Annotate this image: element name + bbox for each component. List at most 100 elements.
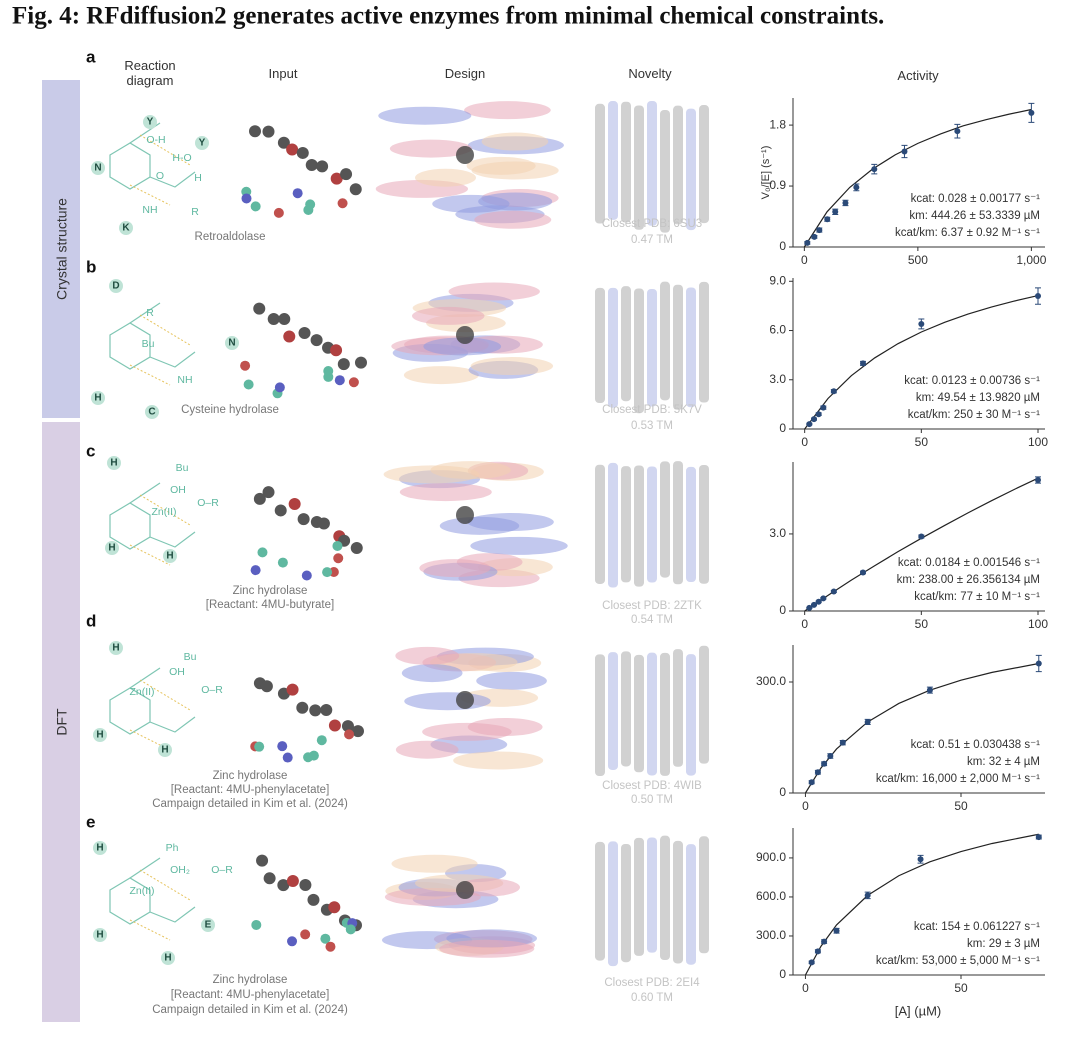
residue-marker xyxy=(158,743,172,757)
data-point xyxy=(901,148,908,155)
diagram-label: O–R xyxy=(211,864,233,876)
y-tick-label: 3.0 xyxy=(769,372,786,386)
design-helix xyxy=(432,194,510,213)
x-tick-label: 500 xyxy=(908,253,928,267)
novelty-helix xyxy=(660,461,670,578)
fit-curve xyxy=(804,294,1039,430)
diagram-label: Bu xyxy=(176,462,189,474)
data-point xyxy=(1035,834,1042,841)
data-point xyxy=(1028,109,1035,116)
novelty-helix xyxy=(621,466,631,583)
fit-curve xyxy=(804,833,1039,976)
input-atom xyxy=(277,879,290,892)
reaction-caption: Campaign detailed in Kim et al. (2024) xyxy=(152,1004,348,1016)
diagram-bonds xyxy=(109,857,196,925)
diagram-label: D xyxy=(112,281,119,292)
residue-marker xyxy=(93,841,107,855)
residue-marker xyxy=(201,918,215,932)
diagram-label: Y xyxy=(199,138,206,149)
novelty-helix xyxy=(608,462,618,588)
novelty-helix xyxy=(595,103,605,224)
novelty-helix xyxy=(608,652,618,770)
diagram-label: OH xyxy=(170,484,186,496)
data-point xyxy=(811,233,818,240)
residue-marker xyxy=(161,951,175,965)
closest-pdb: Closest PDB: 2EI4 xyxy=(604,977,700,989)
input-atom xyxy=(337,198,348,209)
input-atom xyxy=(328,901,341,914)
diagram-label: Zn(II) xyxy=(129,686,154,698)
diagram-label: H xyxy=(96,930,103,941)
diagram-label: H xyxy=(96,730,103,741)
residue-marker xyxy=(109,641,123,655)
input-atom xyxy=(288,498,301,511)
input-atom xyxy=(250,201,261,212)
row-group-label: Crystal structure xyxy=(54,198,70,300)
data-point xyxy=(842,199,849,206)
design-helix xyxy=(467,717,543,736)
diagram-label: H xyxy=(164,953,171,964)
input-atom xyxy=(251,919,262,930)
diagram-bonds xyxy=(109,302,196,370)
data-point xyxy=(853,184,860,191)
x-tick-label: 0 xyxy=(802,981,809,995)
column-header: Activity xyxy=(897,68,939,83)
diagram-hbonds xyxy=(129,134,191,206)
novelty-helix xyxy=(673,105,683,225)
input-atom xyxy=(349,183,362,196)
closest-pdb: Closest PDB: 4WIB xyxy=(602,780,702,792)
kinetic-annotation: kcat/km: 6.37 ± 0.92 M⁻¹ s⁻¹ xyxy=(895,227,1040,239)
reaction-caption: Cysteine hydrolase xyxy=(181,404,279,416)
kinetic-annotation: kcat/km: 250 ± 30 M⁻¹ s⁻¹ xyxy=(908,409,1040,421)
y-tick-label: 0 xyxy=(779,421,786,435)
reaction-caption: Retroaldolase xyxy=(195,231,266,243)
novelty-helix xyxy=(660,109,670,233)
x-tick-label: 100 xyxy=(1028,435,1048,449)
data-point xyxy=(1035,660,1042,667)
panel-letter: a xyxy=(86,47,96,66)
input-atom xyxy=(286,143,299,156)
input-atom xyxy=(348,377,359,388)
novelty-helix xyxy=(699,836,709,954)
novelty-helix xyxy=(647,837,657,953)
design-helix xyxy=(481,132,549,151)
residue-marker xyxy=(145,405,159,419)
data-point xyxy=(864,892,871,899)
y-tick-label: 300.0 xyxy=(756,928,786,942)
input-atom xyxy=(328,719,341,732)
diagram-label: NH xyxy=(177,374,192,386)
novelty-helix xyxy=(699,465,709,584)
input-atom xyxy=(253,302,266,315)
x-axis-label: [A] (µM) xyxy=(895,1003,941,1018)
x-tick-label: 0 xyxy=(801,617,808,631)
y-tick-label: 0 xyxy=(779,967,786,981)
fit-curve xyxy=(803,108,1032,248)
x-tick-label: 50 xyxy=(954,981,968,995)
diagram-label: K xyxy=(122,223,130,234)
input-atom xyxy=(260,680,273,693)
column-header: Design xyxy=(444,66,486,81)
x-tick-label: 0 xyxy=(802,799,809,813)
data-point xyxy=(811,416,817,423)
diagram-label: H-O xyxy=(172,152,191,164)
design-helix xyxy=(391,854,478,873)
novelty-helix xyxy=(660,281,670,401)
data-point xyxy=(821,760,828,767)
input-atom xyxy=(320,703,333,716)
x-tick-label: 50 xyxy=(915,435,929,449)
residue-marker xyxy=(105,541,119,555)
diagram-label: R xyxy=(146,307,154,319)
kinetic-annotation: kcat: 0.0123 ± 0.00736 s⁻¹ xyxy=(904,375,1040,387)
novelty-helix xyxy=(647,466,657,583)
reaction-caption: [Reactant: 4MU-butyrate] xyxy=(206,599,334,611)
diagram-label: Zn(II) xyxy=(129,885,154,897)
design-helix xyxy=(439,939,535,958)
design-helix xyxy=(423,337,502,356)
residue-marker xyxy=(107,456,121,470)
y-tick-label: 6.0 xyxy=(769,323,786,337)
input-atom xyxy=(298,327,311,340)
tm-score: 0.50 TM xyxy=(631,794,673,806)
input-atom xyxy=(345,924,356,935)
residue-marker xyxy=(91,391,105,405)
y-tick-label: 0 xyxy=(779,785,786,799)
